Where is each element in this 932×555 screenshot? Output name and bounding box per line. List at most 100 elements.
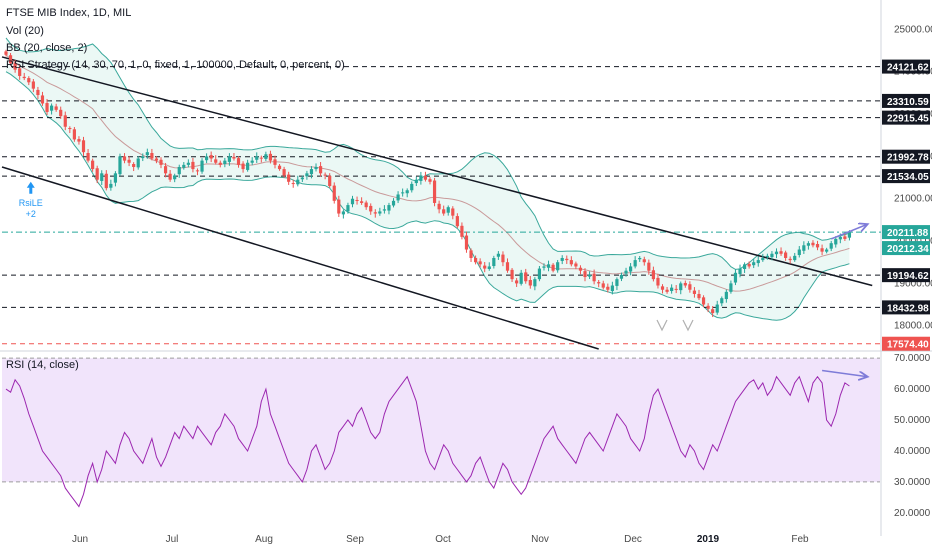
level-label-bg — [882, 300, 930, 315]
candle-body — [104, 173, 108, 189]
candle-body — [642, 259, 646, 263]
candle-body — [163, 166, 168, 174]
candle-body — [40, 95, 45, 104]
candle-body — [706, 305, 710, 309]
candle-body — [141, 156, 145, 159]
candle-body — [168, 173, 172, 180]
candle-body — [305, 173, 309, 177]
candle-body — [241, 163, 245, 170]
level-label: 24121.62 — [887, 63, 929, 74]
candle-body — [615, 279, 619, 286]
candle-body — [478, 261, 482, 265]
candle-body — [802, 245, 806, 251]
candle-body — [27, 78, 31, 83]
signal-qty: +2 — [26, 209, 36, 219]
candle-body — [323, 174, 327, 176]
bb-upper — [5, 37, 850, 270]
candle-body — [806, 243, 811, 246]
candle-body — [578, 267, 583, 271]
time-tick-label: Dec — [624, 534, 642, 545]
level-label: 18432.98 — [887, 303, 929, 314]
candle-body — [350, 198, 355, 205]
level-label: 22915.45 — [887, 114, 929, 125]
grid — [0, 0, 932, 536]
candle-body — [460, 225, 464, 237]
candle-body — [510, 269, 514, 280]
candle-body — [332, 185, 336, 201]
candle-body — [528, 280, 532, 286]
level-label: 19194.62 — [887, 271, 929, 282]
candle-body — [825, 249, 829, 252]
candle-body — [328, 175, 332, 187]
candle-body — [291, 183, 295, 185]
candle-body — [255, 156, 259, 160]
candle-body — [610, 285, 614, 292]
candle-body — [387, 205, 391, 211]
price-tick-label: 25000.00 — [894, 24, 932, 35]
candle-body — [473, 257, 478, 263]
candle-body — [815, 244, 820, 248]
level-label: 21992.78 — [887, 153, 929, 164]
rsi-tick-label: 70.0000 — [894, 353, 931, 364]
candle-body — [720, 298, 724, 304]
candle-body — [81, 140, 86, 153]
candle-body — [747, 263, 751, 267]
candle-body — [651, 270, 655, 280]
candle-body — [218, 162, 222, 165]
candle-body — [533, 279, 537, 287]
time-tick-label: Jun — [72, 534, 88, 545]
candle-body — [656, 277, 660, 286]
candle-body — [268, 153, 273, 161]
candle-body — [136, 158, 140, 168]
candle-body — [36, 89, 40, 96]
bb-lower — [5, 71, 850, 321]
rsi-legend: RSI (14, close) — [6, 359, 79, 371]
candle-body — [277, 165, 282, 170]
candle-body — [314, 166, 318, 170]
candle-body — [45, 103, 49, 112]
candle-body — [793, 255, 797, 261]
rsi-band-fill — [2, 358, 880, 482]
annotation-arrows — [656, 224, 868, 377]
candle-body — [464, 235, 469, 250]
candle-body — [86, 153, 90, 161]
candle-body — [13, 62, 17, 70]
candle-body — [173, 175, 177, 180]
low-mark-right — [682, 319, 694, 332]
candle-body — [428, 179, 432, 182]
level-label: 17574.40 — [887, 340, 929, 351]
candle-body — [715, 304, 719, 313]
candle-body — [829, 243, 833, 249]
price-tick-label: 18000.00 — [894, 321, 932, 332]
candle-body — [515, 280, 519, 284]
trend-lines — [1, 56, 873, 350]
candle-body — [629, 266, 633, 272]
candle-body — [560, 257, 564, 261]
candle-body — [396, 194, 400, 201]
candle-body — [701, 297, 706, 305]
candle-body — [724, 291, 728, 300]
candle-body — [22, 76, 26, 79]
candle-body — [355, 199, 359, 201]
candle-body — [287, 174, 291, 182]
candle-body — [360, 201, 364, 203]
time-tick-label: Nov — [531, 534, 549, 545]
candle-body — [692, 290, 697, 294]
candle-body — [113, 173, 118, 183]
candle-body — [784, 252, 788, 258]
candle-body — [683, 282, 687, 286]
candle-body — [601, 283, 605, 288]
candle-body — [337, 199, 341, 214]
candlesticks — [4, 49, 852, 318]
candle-body — [150, 153, 154, 159]
candle-body — [209, 155, 213, 159]
rsi-line — [5, 375, 850, 508]
candle-body — [132, 164, 136, 167]
candle-body — [597, 282, 601, 284]
candle-body — [843, 236, 847, 239]
candle-body — [364, 202, 368, 208]
level-label-bg — [882, 169, 930, 184]
candle-body — [391, 200, 396, 206]
candle-body — [574, 263, 578, 267]
